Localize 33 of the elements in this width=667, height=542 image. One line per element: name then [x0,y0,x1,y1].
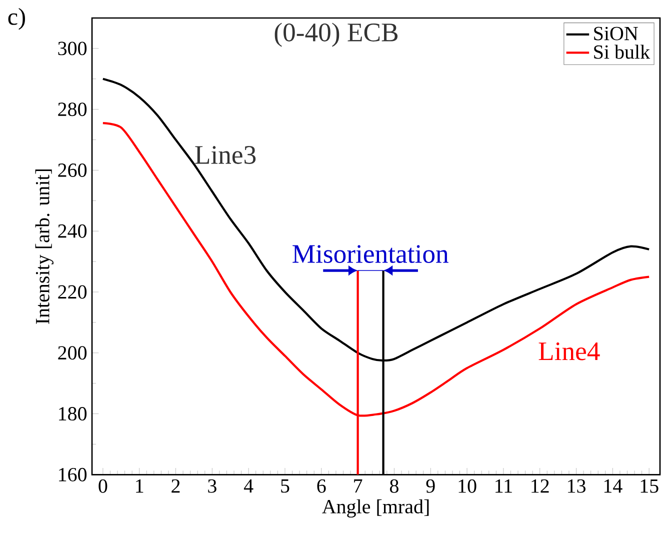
y-tick-label: 280 [58,102,87,116]
y-tick-label: 220 [58,285,87,299]
x-tick-label: 0 [98,479,108,493]
y-tick-label: 180 [59,407,87,421]
chart-title: (0-40) ECB [274,22,398,47]
legend-label: SiON [594,26,638,40]
y-tick-label: 300 [58,42,87,56]
x-tick-label: 12 [532,479,549,493]
y-tick-label: 240 [58,224,87,238]
x-tick-label: 7 [354,479,362,492]
x-tick-label: 8 [390,479,398,493]
x-tick-label: 6 [317,479,326,493]
text: c) [8,8,25,30]
x-tick-label: 2 [172,479,180,493]
x-tick-label: 15 [640,479,658,493]
x-axis-title: Angle [mrad] [322,499,429,518]
x-tick-label: 5 [281,479,290,493]
x-tick-label: 4 [244,479,254,493]
y-tick-label: 260 [58,163,87,177]
annotation: Line4 [538,342,600,360]
x-tick-label: 11 [496,479,512,493]
x-tick-label: 1 [136,479,144,493]
y-tick-label: 160 [59,468,87,482]
annotation: Line3 [195,146,256,164]
x-tick-label: 14 [604,479,622,493]
x-tick-label: 9 [426,479,435,493]
y-axis-title: Intensity [arb. unit] [35,169,54,324]
legend-label: Si bulk [594,44,650,59]
x-tick-label: 13 [568,479,586,493]
y-tick-label: 200 [58,346,87,360]
x-tick-label: 10 [458,479,476,493]
x-tick-label: 3 [208,479,216,493]
annotation: Misorientation [292,245,448,263]
